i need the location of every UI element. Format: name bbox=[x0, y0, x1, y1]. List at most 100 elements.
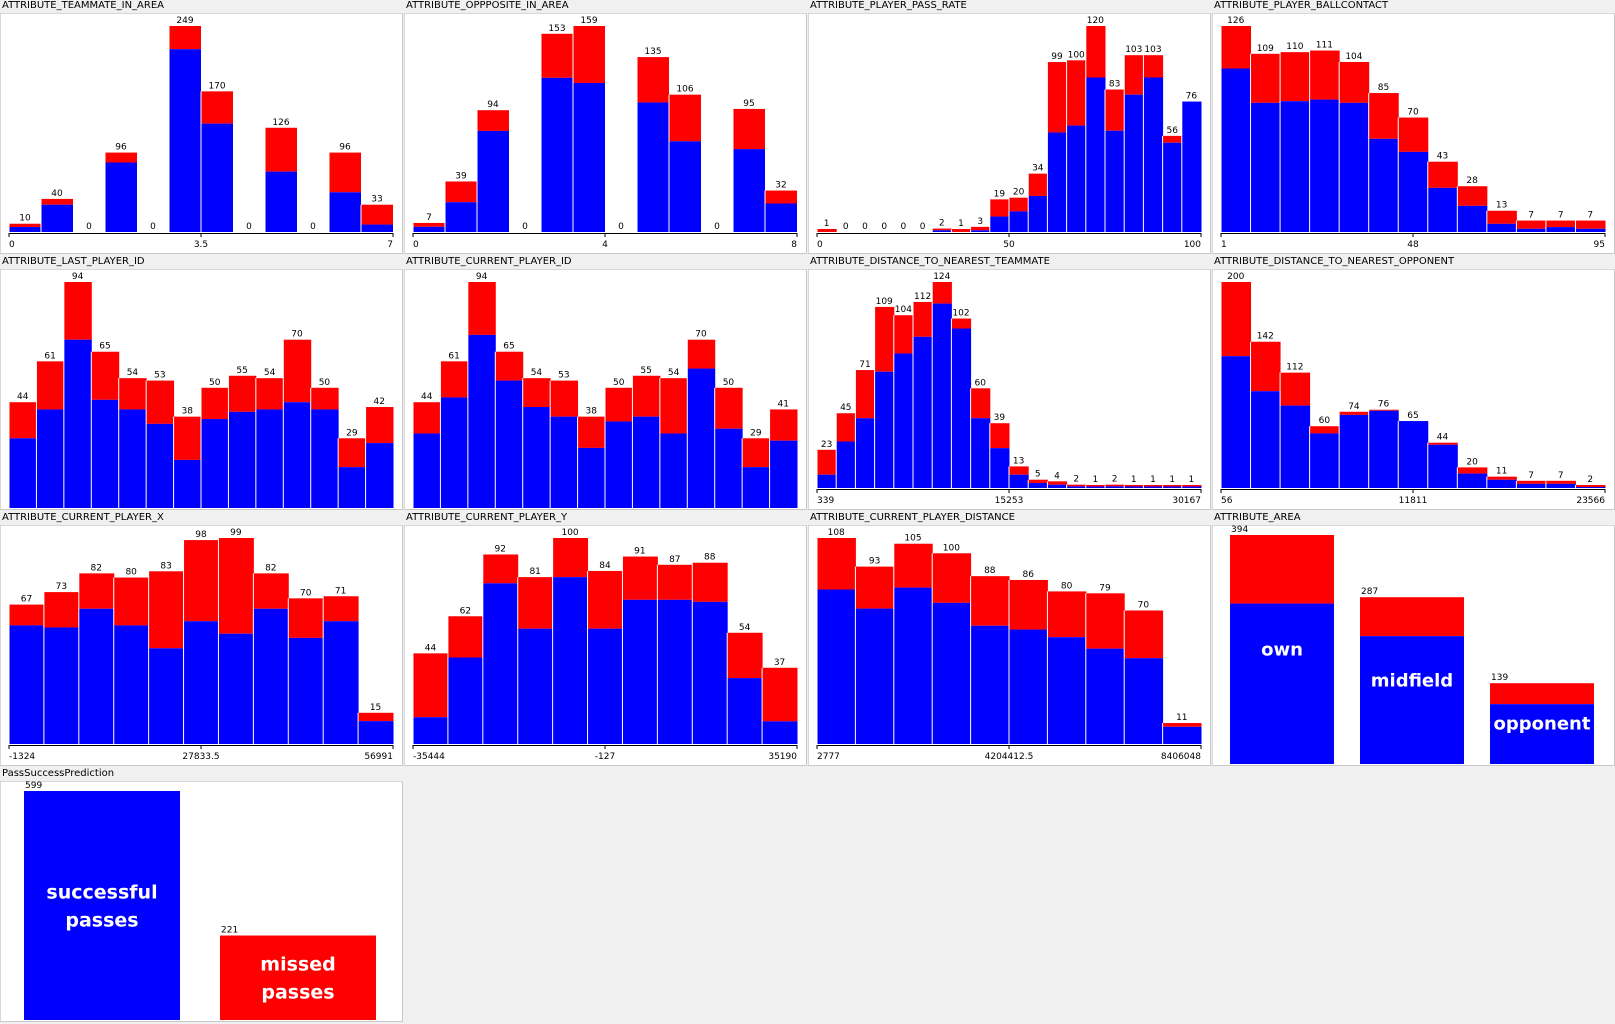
histogram-bin[interactable] bbox=[656, 564, 693, 744]
histogram-bin[interactable] bbox=[412, 222, 445, 232]
histogram-bin[interactable] bbox=[1220, 282, 1252, 488]
histogram-bin[interactable] bbox=[1397, 421, 1429, 488]
histogram-bin[interactable] bbox=[1338, 411, 1370, 488]
histogram-bin[interactable] bbox=[40, 198, 73, 232]
histogram-bin[interactable] bbox=[1123, 485, 1144, 488]
histogram-bin[interactable] bbox=[8, 604, 45, 744]
histogram-bin[interactable] bbox=[604, 387, 633, 508]
histogram-bin[interactable] bbox=[970, 576, 1010, 744]
histogram-bin[interactable] bbox=[252, 573, 289, 744]
bar-own[interactable] bbox=[1230, 535, 1334, 764]
histogram-bin[interactable] bbox=[1456, 186, 1488, 232]
histogram-bin[interactable] bbox=[43, 592, 80, 744]
histogram-bin[interactable] bbox=[970, 226, 991, 232]
histogram-bin[interactable] bbox=[854, 566, 895, 744]
histogram-bin[interactable] bbox=[482, 554, 519, 744]
histogram-bin[interactable] bbox=[874, 306, 895, 488]
histogram-bin[interactable] bbox=[145, 380, 175, 508]
histogram-bin[interactable] bbox=[912, 301, 933, 488]
histogram-bin[interactable] bbox=[552, 538, 589, 744]
histogram-bin[interactable] bbox=[447, 616, 484, 744]
histogram-panel-attribute-area[interactable]: ATTRIBUTE_AREA 394 own 287 midfield 139 oppone… bbox=[1212, 512, 1615, 766]
histogram-bin[interactable] bbox=[1250, 53, 1281, 232]
histogram-panel-attribute-distance-to-nearest-opponent[interactable]: ATTRIBUTE_DISTANCE_TO_NEAREST_OPPONENT 20… bbox=[1212, 256, 1615, 510]
histogram-bin[interactable] bbox=[1427, 442, 1458, 488]
histogram-bin[interactable] bbox=[631, 375, 661, 508]
bar-missed-passes[interactable] bbox=[220, 935, 376, 1020]
histogram-bin[interactable] bbox=[63, 282, 92, 508]
histogram-bin[interactable] bbox=[227, 375, 257, 508]
histogram-bin[interactable] bbox=[931, 282, 952, 488]
histogram-bin[interactable] bbox=[1397, 117, 1429, 232]
bar-successful-passes[interactable] bbox=[24, 791, 180, 1020]
histogram-panel-passsuccessprediction[interactable]: PassSuccessPrediction 599 successful passes… bbox=[0, 768, 403, 1022]
histogram-bin[interactable] bbox=[1162, 723, 1202, 744]
histogram-bin[interactable] bbox=[577, 416, 606, 508]
histogram-bin[interactable] bbox=[148, 571, 185, 744]
histogram-bin[interactable] bbox=[1250, 341, 1281, 488]
histogram-panel-attribute-distance-to-nearest-teammate[interactable]: ATTRIBUTE_DISTANCE_TO_NEAREST_TEAMMATE 23… bbox=[808, 256, 1211, 510]
histogram-bin[interactable] bbox=[282, 339, 312, 508]
histogram-bin[interactable] bbox=[90, 351, 120, 508]
histogram-bin[interactable] bbox=[732, 108, 765, 232]
histogram-bin[interactable] bbox=[310, 387, 339, 508]
histogram-bin[interactable] bbox=[1027, 173, 1048, 232]
histogram-bin[interactable] bbox=[1123, 610, 1164, 744]
histogram-bin[interactable] bbox=[540, 33, 573, 232]
histogram-bin[interactable] bbox=[1066, 484, 1087, 488]
histogram-bin[interactable] bbox=[322, 596, 359, 744]
histogram-bin[interactable] bbox=[686, 339, 716, 508]
histogram-bin[interactable] bbox=[1486, 476, 1517, 488]
histogram-bin[interactable] bbox=[893, 543, 933, 744]
histogram-bin[interactable] bbox=[35, 361, 65, 508]
histogram-bin[interactable] bbox=[8, 402, 37, 508]
histogram-bin[interactable] bbox=[1515, 220, 1547, 232]
histogram-bin[interactable] bbox=[517, 577, 554, 744]
histogram-bin[interactable] bbox=[217, 538, 254, 744]
histogram-panel-attribute-teammate-in-area[interactable]: ATTRIBUTE_TEAMMATE_IN_AREA 10 40 0 96 0 249 170… bbox=[0, 0, 403, 254]
histogram-panel-attribute-player-pass-rate[interactable]: ATTRIBUTE_PLAYER_PASS_RATE 1 0 0 0 0 0 2 1 3 19 20 3… bbox=[808, 0, 1211, 254]
histogram-bin[interactable] bbox=[494, 351, 524, 508]
histogram-bin[interactable] bbox=[950, 229, 972, 232]
histogram-bin[interactable] bbox=[549, 380, 579, 508]
histogram-bin[interactable] bbox=[1545, 220, 1576, 232]
histogram-bin[interactable] bbox=[816, 449, 837, 488]
histogram-bin[interactable] bbox=[200, 387, 229, 508]
histogram-bin[interactable] bbox=[816, 229, 837, 232]
histogram-bin[interactable] bbox=[764, 190, 797, 232]
histogram-bin[interactable] bbox=[893, 315, 914, 488]
histogram-bin[interactable] bbox=[572, 26, 605, 232]
histogram-bin[interactable] bbox=[950, 318, 972, 488]
histogram-bin[interactable] bbox=[1027, 479, 1048, 488]
histogram-bin[interactable] bbox=[1123, 55, 1144, 233]
histogram-bin[interactable] bbox=[439, 361, 469, 508]
histogram-bin[interactable] bbox=[183, 540, 219, 744]
histogram-bin[interactable] bbox=[1574, 220, 1606, 232]
histogram-bin[interactable] bbox=[412, 402, 441, 508]
histogram-bin[interactable] bbox=[1085, 26, 1106, 232]
histogram-bin[interactable] bbox=[328, 152, 361, 232]
histogram-bin[interactable] bbox=[1008, 197, 1029, 232]
histogram-bin[interactable] bbox=[467, 282, 496, 508]
histogram-panel-attribute-last-player-id[interactable]: ATTRIBUTE_LAST_PLAYER_ID 44 61 94 65 54 53 38 50… bbox=[0, 256, 403, 510]
histogram-bin[interactable] bbox=[337, 438, 367, 508]
histogram-bin[interactable] bbox=[970, 388, 991, 488]
histogram-bin[interactable] bbox=[168, 26, 201, 232]
histogram-bin[interactable] bbox=[1279, 372, 1311, 488]
histogram-bin[interactable] bbox=[1104, 89, 1125, 232]
histogram-bin[interactable] bbox=[761, 667, 798, 744]
histogram-bin[interactable] bbox=[412, 653, 449, 744]
histogram-bin[interactable] bbox=[1085, 485, 1106, 488]
histogram-bin[interactable] bbox=[118, 378, 147, 508]
histogram-bin[interactable] bbox=[1220, 26, 1252, 232]
histogram-bin[interactable] bbox=[1368, 93, 1399, 232]
bar-midfield[interactable] bbox=[1360, 597, 1464, 764]
histogram-bin[interactable] bbox=[476, 110, 509, 232]
histogram-panel-attribute-current-player-distance[interactable]: ATTRIBUTE_CURRENT_PLAYER_DISTANCE 108 93 10… bbox=[808, 512, 1211, 766]
histogram-bin[interactable] bbox=[1008, 579, 1048, 744]
histogram-bin[interactable] bbox=[691, 562, 728, 744]
histogram-bin[interactable] bbox=[1142, 55, 1164, 232]
histogram-bin[interactable] bbox=[1008, 466, 1029, 488]
histogram-bin[interactable] bbox=[989, 199, 1010, 232]
histogram-bin[interactable] bbox=[264, 127, 297, 232]
